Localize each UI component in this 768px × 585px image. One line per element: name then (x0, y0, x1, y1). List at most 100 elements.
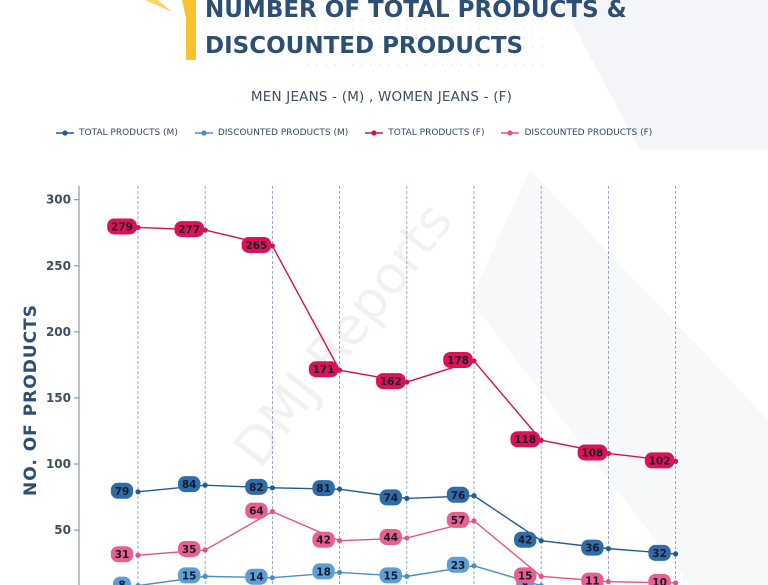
data-label: 162 (380, 376, 402, 388)
data-label: 277 (178, 224, 200, 236)
data-point (538, 538, 544, 544)
chart-title: NUMBER OF TOTAL PRODUCTS & DISCOUNTED PR… (205, 0, 627, 59)
data-point (337, 569, 343, 576)
data-label: 74 (383, 492, 398, 504)
data-point (673, 551, 679, 557)
data-label: 15 (383, 570, 398, 582)
y-tick-label: 200 (46, 325, 71, 339)
data-label: 42 (316, 535, 331, 547)
series-4-labels: 31 35 64 42 44 57 15 11 10 (110, 502, 671, 585)
data-point (202, 482, 208, 488)
data-label: 279 (111, 221, 133, 233)
legend-swatch-icon (194, 130, 213, 136)
data-point (269, 575, 275, 581)
data-label-pill (446, 556, 470, 573)
data-label: 102 (649, 455, 671, 467)
data-label: 10 (652, 577, 667, 585)
data-point (269, 509, 275, 515)
legend-label: DISCOUNTED PRODUCTS (M) (217, 128, 349, 138)
data-label-pill (379, 567, 402, 584)
legend-swatch-icon (501, 130, 520, 136)
data-label-pill (312, 480, 335, 497)
data-label-pill (379, 489, 402, 506)
data-point (471, 493, 477, 499)
data-point (673, 580, 679, 585)
data-label: 42 (518, 535, 533, 547)
data-label: 81 (316, 483, 331, 495)
data-point (135, 489, 141, 495)
data-label-pill (446, 486, 470, 503)
data-label: 8 (118, 580, 125, 585)
data-label-pill (581, 572, 604, 585)
logo-icon (145, 0, 196, 60)
data-label: 15 (182, 570, 197, 582)
data-point (202, 573, 208, 579)
legend-label: TOTAL PRODUCTS (F) (388, 128, 485, 138)
data-label: 35 (182, 544, 197, 556)
y-axis-ticks: 50 100 150 200 250 300 (46, 193, 79, 537)
legend-swatch-icon (56, 130, 74, 136)
data-label-pill (245, 478, 268, 495)
data-label-pill (577, 444, 608, 461)
data-label: 84 (182, 479, 197, 491)
legend-item: TOTAL PRODUCTS (F) (365, 128, 484, 138)
data-label: 82 (249, 482, 264, 494)
data-label-pill (446, 511, 470, 528)
y-tick-label: 100 (46, 457, 71, 471)
y-tick-label: 250 (46, 259, 71, 273)
data-label-pill (245, 568, 268, 585)
series-1-labels: 79 84 82 81 74 76 42 36 32 (110, 476, 671, 561)
data-label: 14 (249, 572, 264, 584)
data-label-pill (113, 576, 131, 585)
chart-legend: TOTAL PRODUCTS (M) DISCOUNTED PRODUCTS (M… (56, 128, 669, 138)
data-label-pill (644, 452, 675, 469)
data-label-pill (514, 567, 537, 584)
data-point (605, 546, 612, 552)
data-label-pill (376, 373, 406, 390)
data-point (202, 547, 208, 553)
watermark: DMJ Reports (223, 192, 465, 478)
y-tick-label: 150 (46, 391, 71, 405)
data-label-pill (443, 351, 473, 368)
data-label: 44 (383, 532, 398, 544)
data-label: 76 (451, 490, 466, 502)
series-3-labels: 279 277 265 171 162 178 118 108 102 (107, 218, 675, 469)
data-label: 36 (585, 543, 600, 555)
data-label-pill (648, 573, 671, 585)
data-label: 23 (451, 560, 466, 572)
data-point (135, 552, 141, 558)
legend-label: DISCOUNTED PRODUCTS (F) (524, 128, 653, 138)
data-label-pill (379, 529, 402, 546)
data-point (471, 518, 477, 524)
data-label-pill (308, 361, 339, 378)
legend-item: TOTAL PRODUCTS (M) (56, 128, 178, 138)
legend-item: DISCOUNTED PRODUCTS (F) (501, 128, 652, 138)
data-label-pill (510, 431, 540, 448)
data-point (471, 563, 477, 569)
legend-item: DISCOUNTED PRODUCTS (M) (194, 128, 349, 138)
data-label: 171 (313, 364, 335, 376)
data-label-pill (178, 476, 201, 493)
legend-swatch-icon (365, 130, 384, 136)
data-label-pill (178, 540, 201, 557)
chart-subtitle: MEN JEANS - (M) , WOMEN JEANS - (F) (250, 89, 513, 105)
data-label: 108 (581, 447, 603, 459)
data-label: 15 (518, 570, 533, 582)
data-point (269, 485, 275, 491)
data-label: 265 (245, 240, 267, 252)
data-label: 32 (652, 548, 667, 560)
data-label-pill (241, 236, 272, 253)
data-label-pill (107, 218, 137, 235)
data-point (404, 495, 410, 501)
data-label-pill (648, 544, 671, 561)
data-point (538, 573, 544, 579)
data-label: 178 (447, 355, 469, 367)
y-axis-label: NO. OF PRODUCTS (21, 304, 41, 496)
data-label-pill (312, 531, 335, 548)
data-label: 64 (249, 506, 264, 518)
data-point (404, 573, 410, 579)
data-label-pill (178, 567, 201, 584)
legend-label: TOTAL PRODUCTS (M) (79, 128, 178, 138)
data-point (605, 579, 612, 585)
